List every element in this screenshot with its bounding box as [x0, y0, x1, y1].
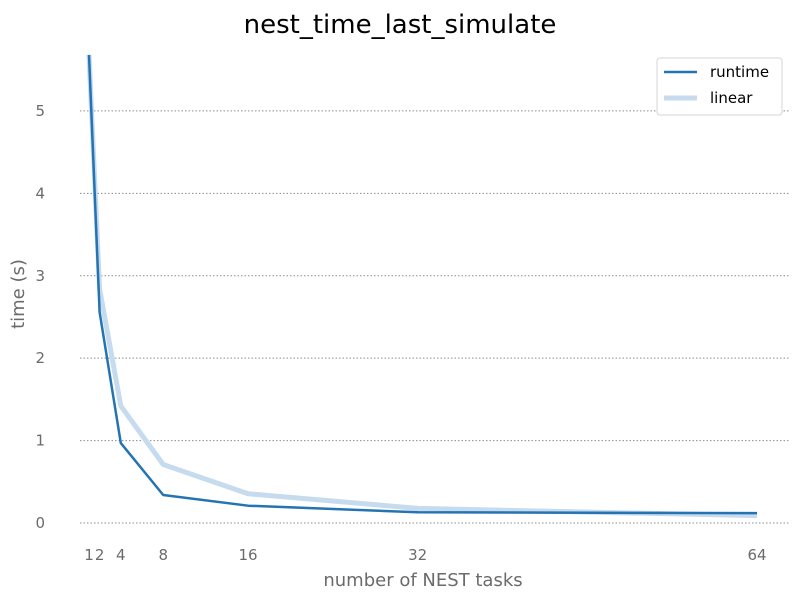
x-axis-label: number of NEST tasks [323, 570, 522, 591]
x-tick-label: 64 [747, 546, 766, 564]
x-tick-label: 2 [95, 546, 105, 564]
x-tick-labels: 1 2 4 8 16 32 64 [84, 546, 766, 564]
legend-label-linear: linear [710, 89, 753, 107]
x-tick-label: 32 [408, 546, 427, 564]
series-line-runtime [87, 54, 758, 515]
x-tick-label: 8 [158, 546, 168, 564]
y-tick-label: 4 [35, 184, 45, 202]
x-tick-label: 4 [116, 546, 126, 564]
x-tick-label: 16 [239, 546, 258, 564]
y-gridlines [80, 110, 790, 524]
y-tick-label: 2 [35, 349, 45, 367]
legend: runtime linear [656, 57, 783, 116]
x-tick-label: 1 [84, 546, 94, 564]
series-lines [86, 54, 758, 519]
y-tick-label: 5 [35, 102, 45, 120]
series-line-linear [86, 54, 758, 519]
legend-label-runtime: runtime [710, 63, 769, 81]
y-tick-labels: 0 1 2 3 4 5 [35, 102, 45, 532]
y-axis-label: time (s) [8, 259, 29, 329]
chart-title: nest_time_last_simulate [244, 10, 557, 40]
y-tick-label: 1 [35, 432, 45, 450]
y-tick-label: 3 [35, 267, 45, 285]
y-tick-label: 0 [35, 514, 45, 532]
